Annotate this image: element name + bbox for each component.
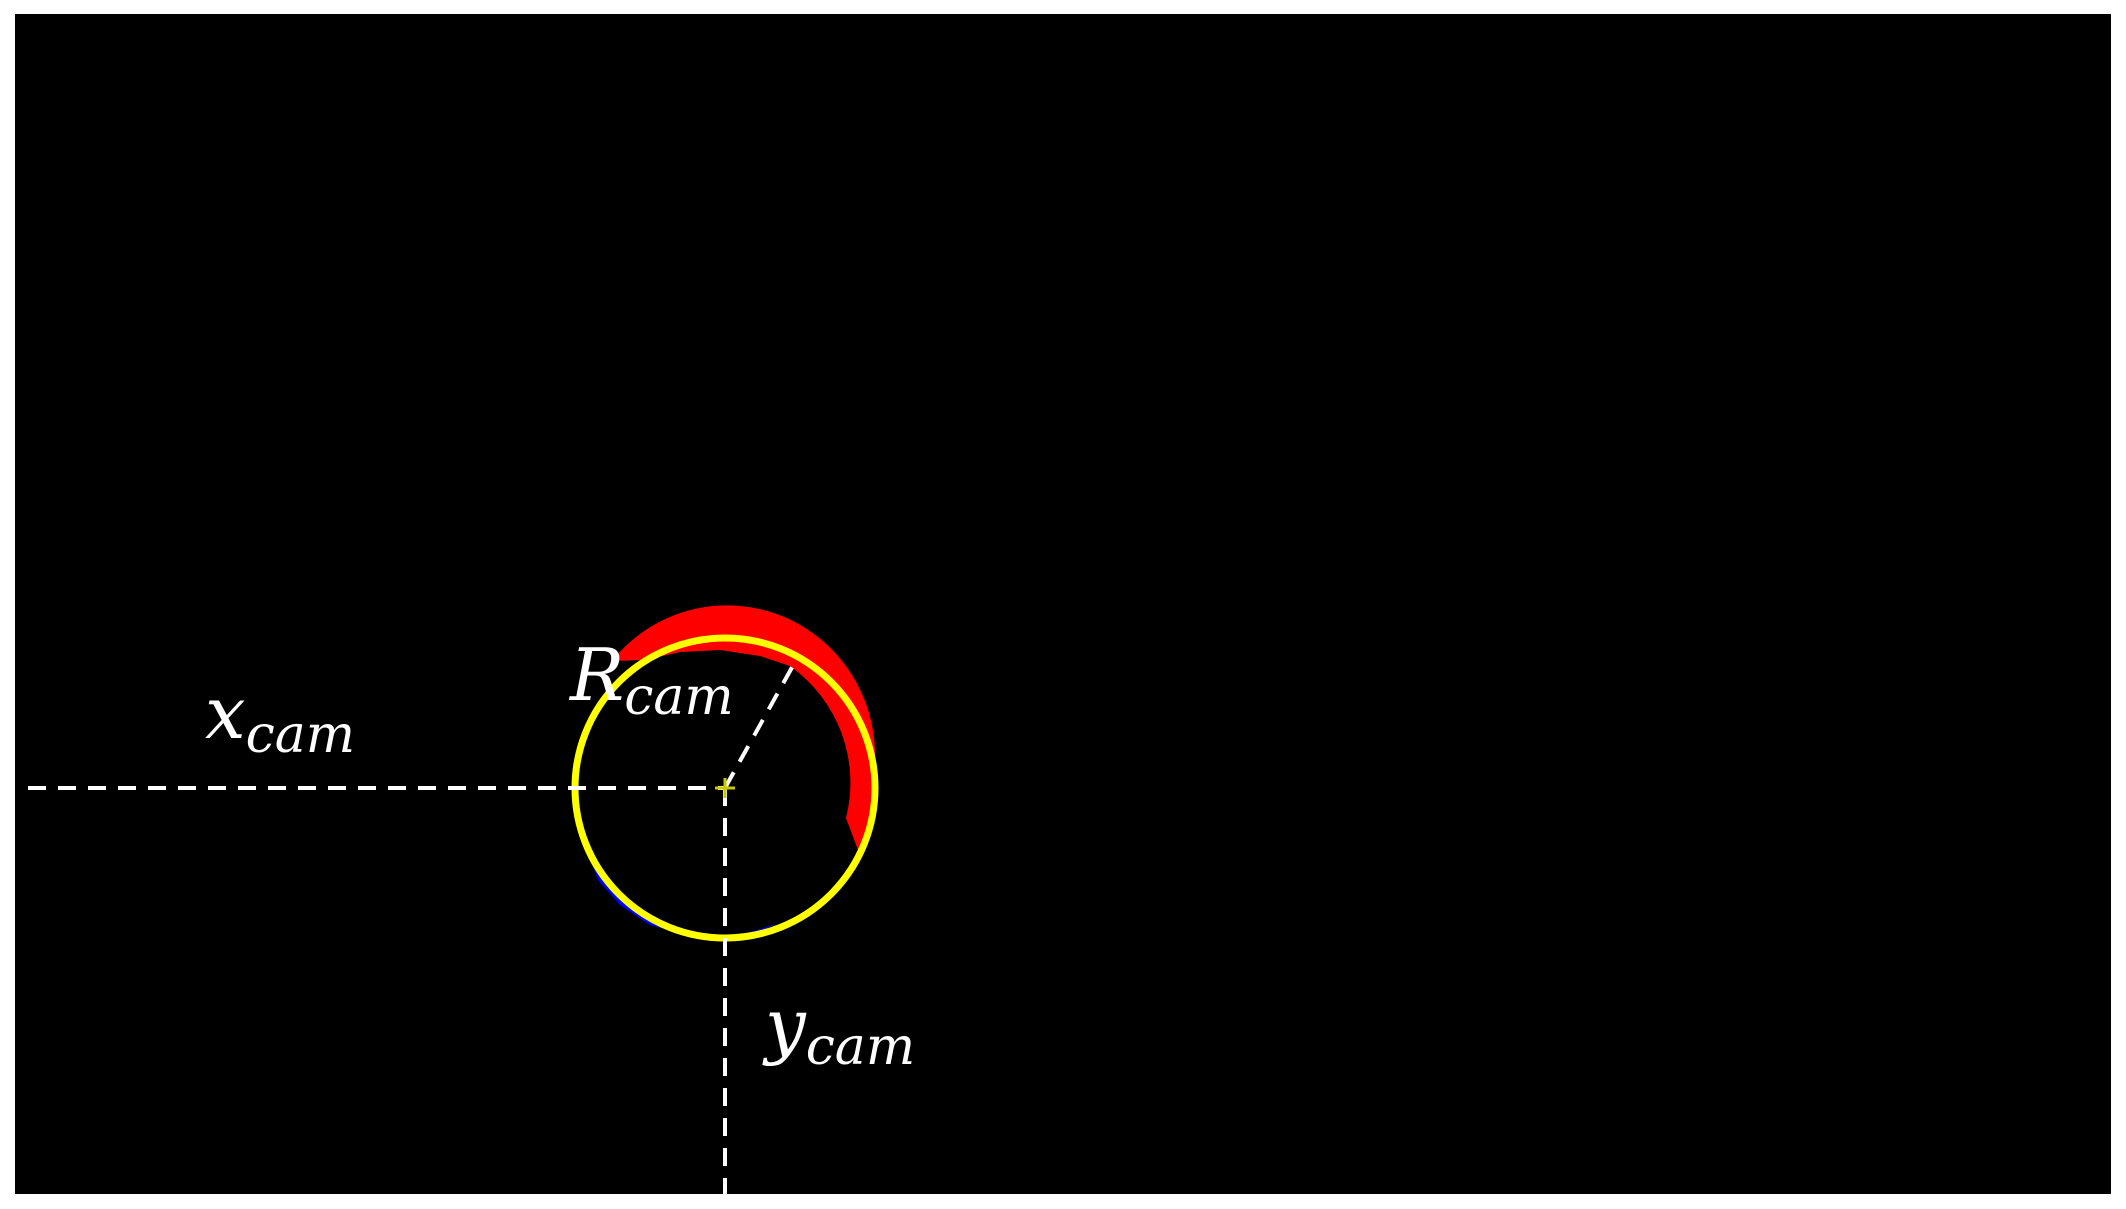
center-marker <box>715 778 735 798</box>
radius-guide <box>723 661 797 789</box>
camera-frame <box>15 14 2111 1194</box>
blue-detection-region <box>582 838 790 938</box>
x-cam-label: xcam <box>205 671 355 765</box>
r-cam-label: Rcam <box>568 633 734 727</box>
y-cam-label: ycam <box>762 983 915 1077</box>
